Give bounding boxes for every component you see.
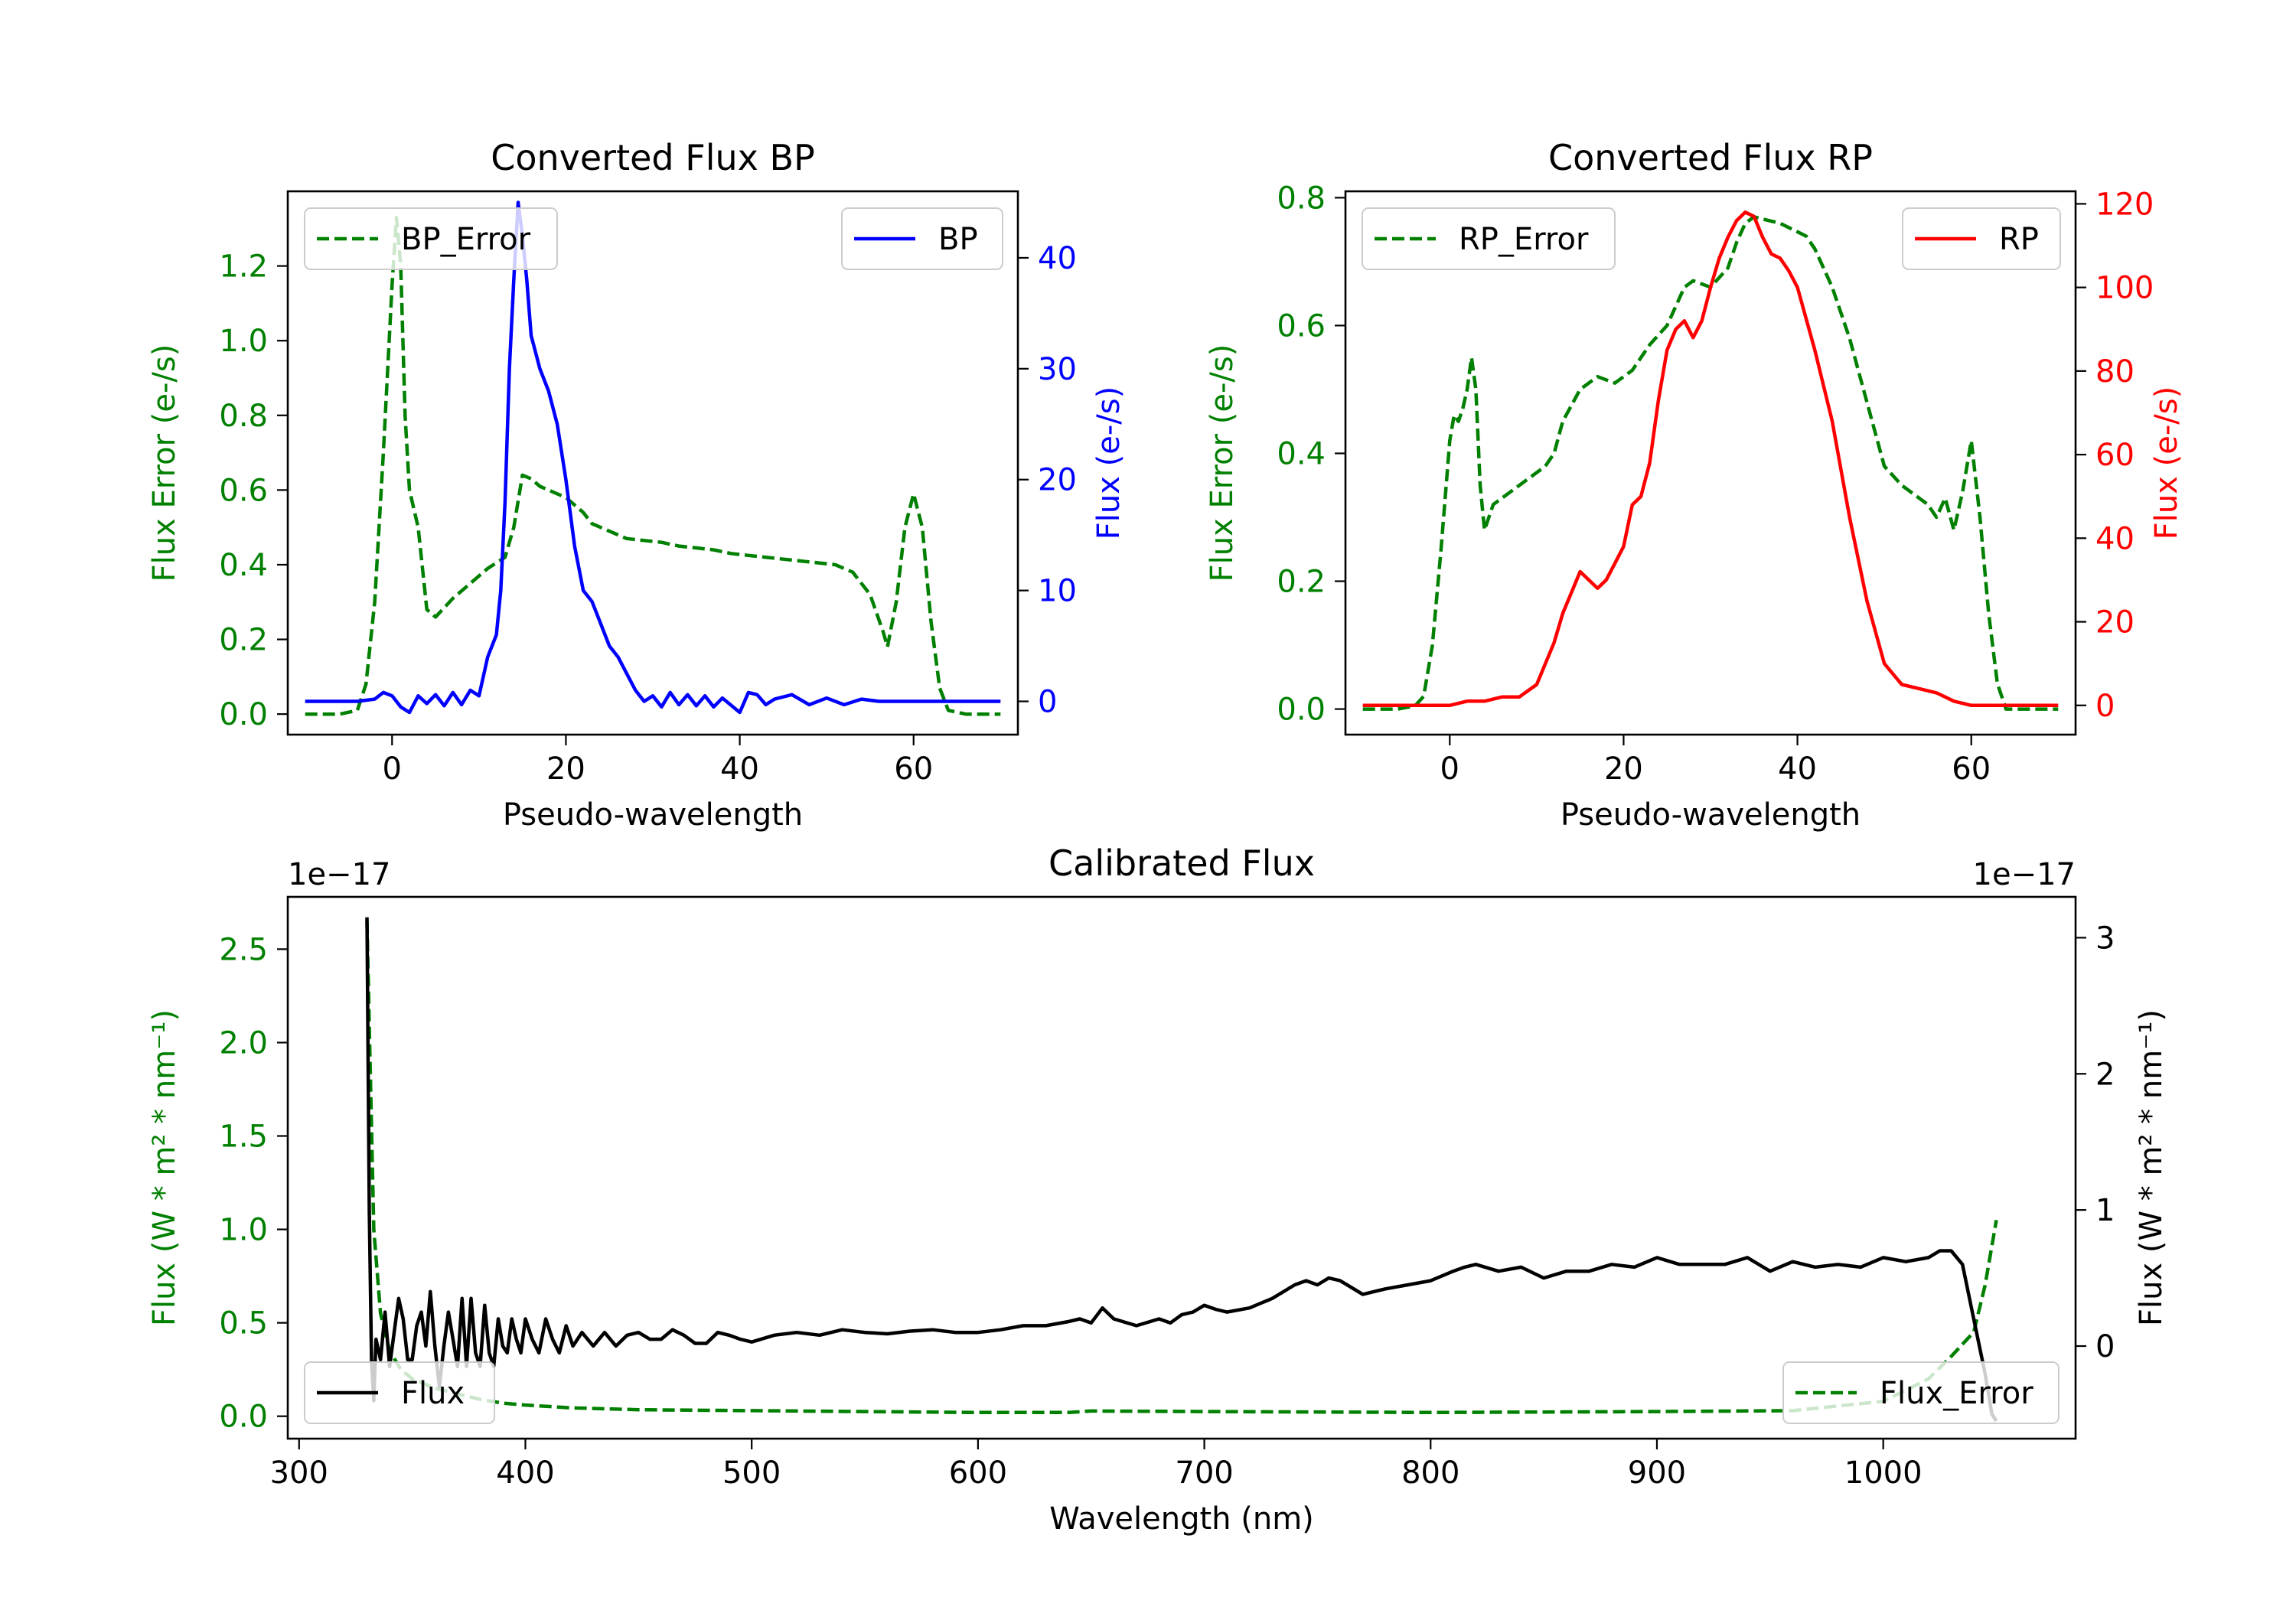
right-axis-label: Flux (e-/s)	[1091, 386, 1127, 539]
x-tick-label: 20	[1604, 751, 1643, 787]
right-tick-label: 3	[2095, 921, 2115, 956]
left-tick-label: 0.4	[1277, 436, 1326, 471]
right-tick-label: 80	[2095, 354, 2135, 390]
legend-flux-error: Flux_Error	[1782, 1361, 2060, 1424]
left-tick-label: 0.8	[219, 399, 268, 434]
left-tick-label: 0.4	[219, 548, 268, 583]
chart-bp: 0 20 40 60 Pseudo-wavelength 0.0 0.2 0.4 0.6 0.8 1…	[147, 137, 1127, 833]
x-tick-label: 60	[1952, 751, 1991, 787]
x-tick-label: 1000	[1844, 1455, 1923, 1491]
right-tick-label: 0	[2095, 1329, 2115, 1364]
plot-frame	[286, 190, 1019, 736]
left-tick-label: 0.5	[219, 1306, 268, 1341]
x-axis-label: Pseudo-wavelength	[1561, 797, 1861, 833]
plot-frame	[286, 895, 2077, 1440]
x-tick-label: 0	[1440, 751, 1459, 787]
legend-box	[1362, 207, 1616, 270]
left-tick-label: 2.0	[219, 1025, 268, 1061]
legend-bp: BP	[841, 207, 1003, 270]
left-tick-label: 0.6	[219, 473, 268, 508]
x-tick-label: 0	[383, 751, 402, 787]
chart-cal: 300 400 500 600 700 800 900 1000 Wavelength (nm)…	[147, 843, 2169, 1537]
series-line-rp-error	[1362, 215, 2059, 711]
left-tick-label: 1.2	[219, 249, 268, 285]
legend-label: RP	[1999, 222, 2039, 257]
left-tick-label: 0.8	[1277, 181, 1326, 216]
legend-box	[1782, 1361, 2060, 1424]
series-line-bp-error	[305, 215, 1001, 716]
right-tick-label: 1	[2095, 1193, 2115, 1228]
left-axis-label: Flux Error (e-/s)	[1205, 344, 1240, 582]
chart-title: Calibrated Flux	[1049, 843, 1315, 884]
right-tick-label: 30	[1038, 352, 1077, 387]
chart-rp: 0 20 40 60 Pseudo-wavelength 0.0 0.2 0.4 0.6 0.8 F…	[1205, 137, 2184, 833]
legend-label: Flux_Error	[1880, 1376, 2033, 1411]
x-axis-label: Wavelength (nm)	[1049, 1501, 1314, 1537]
series-line-flux	[365, 917, 1998, 1423]
x-axis-label: Pseudo-wavelength	[503, 797, 803, 833]
legend-rp-error: RP_Error	[1362, 207, 1616, 270]
x-tick-label: 40	[720, 751, 759, 787]
left-tick-label: 0.2	[219, 623, 268, 658]
chart-title: Converted Flux RP	[1548, 137, 1873, 178]
x-tick-label: 600	[949, 1455, 1007, 1491]
legend-label: Flux	[401, 1376, 465, 1411]
left-tick-label: 0.0	[219, 697, 268, 732]
legend-label: BP	[938, 222, 978, 257]
x-tick-label: 60	[894, 751, 933, 787]
legend-bp-error: BP_Error	[304, 207, 558, 270]
x-tick-label: 300	[270, 1455, 328, 1491]
x-tick-label: 400	[496, 1455, 554, 1491]
left-axis-label: Flux Error (e-/s)	[147, 344, 182, 582]
x-tick-label: 500	[722, 1455, 781, 1491]
legend-box	[841, 207, 1003, 270]
left-tick-label: 1.5	[219, 1119, 268, 1154]
right-offset-text: 1e−17	[1973, 857, 2076, 892]
x-tick-label: 900	[1628, 1455, 1686, 1491]
left-tick-label: 2.5	[219, 932, 268, 967]
plot-frame	[1344, 190, 2077, 736]
legend-box	[304, 207, 558, 270]
series-line-rp	[1362, 210, 2059, 708]
left-tick-label: 0.0	[219, 1400, 268, 1435]
left-tick-label: 0.0	[1277, 693, 1326, 728]
x-tick-label: 40	[1778, 751, 1817, 787]
right-tick-label: 0	[2095, 689, 2115, 724]
right-tick-label: 20	[2095, 605, 2135, 641]
legend-box	[1902, 207, 2061, 270]
chart-title: Converted Flux BP	[491, 137, 815, 178]
legend-rp: RP	[1902, 207, 2061, 270]
left-tick-label: 0.6	[1277, 308, 1326, 344]
series-line-bp	[305, 200, 1001, 715]
right-tick-label: 20	[1038, 463, 1077, 498]
right-tick-label: 60	[2095, 438, 2135, 473]
right-tick-label: 10	[1038, 574, 1077, 609]
x-tick-label: 20	[546, 751, 585, 787]
right-tick-label: 120	[2095, 187, 2154, 222]
legend-label: BP_Error	[401, 222, 531, 257]
legend-flux: Flux	[304, 1361, 495, 1424]
left-axis-label: Flux (W * m² * nm⁻¹)	[147, 1009, 182, 1326]
right-tick-label: 0	[1038, 685, 1057, 720]
x-tick-label: 700	[1175, 1455, 1233, 1491]
right-tick-label: 2	[2095, 1057, 2115, 1092]
left-tick-label: 1.0	[219, 324, 268, 359]
right-tick-label: 40	[2095, 521, 2135, 556]
left-tick-label: 1.0	[219, 1213, 268, 1248]
right-tick-label: 40	[1038, 241, 1077, 276]
left-offset-text: 1e−17	[288, 857, 390, 892]
right-axis-label: Flux (e-/s)	[2149, 386, 2184, 539]
legend-label: RP_Error	[1459, 222, 1589, 257]
legend-box	[304, 1361, 495, 1424]
left-tick-label: 0.2	[1277, 565, 1326, 600]
x-tick-label: 800	[1401, 1455, 1459, 1491]
right-axis-label: Flux (W * m² * nm⁻¹)	[2134, 1009, 2169, 1326]
right-tick-label: 100	[2095, 271, 2154, 306]
